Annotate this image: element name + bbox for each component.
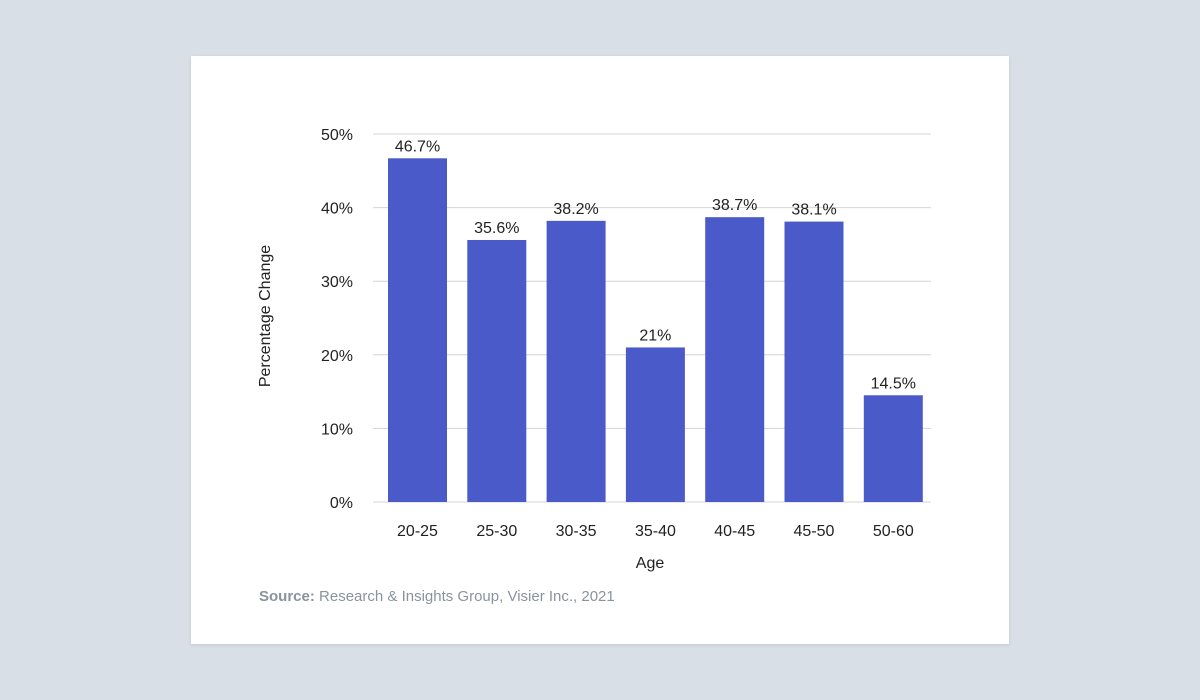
bar-25-30 <box>467 239 527 502</box>
bar-data-label: 38.7% <box>712 197 757 214</box>
source-text: Research & Insights Group, Visier Inc., … <box>319 588 615 605</box>
bar-40-45 <box>705 217 765 502</box>
source-prefix: Source: <box>259 588 315 605</box>
x-tick-label: 35-40 <box>635 523 676 540</box>
y-axis-ticks: 0% 10% 20% 30% 40% 50% <box>321 127 353 512</box>
bar-data-label: 38.2% <box>553 201 598 218</box>
y-tick-label: 10% <box>321 421 353 438</box>
source-note: Source: Research & Insights Group, Visie… <box>259 588 615 605</box>
y-tick-label: 30% <box>321 274 353 291</box>
x-tick-label: 20-25 <box>397 523 438 540</box>
y-tick-label: 50% <box>321 127 353 144</box>
bar-data-labels: 46.7% 35.6% 38.2% 21% 38.7% 38.1% 14.5% <box>395 138 916 392</box>
bars <box>388 158 923 503</box>
bar-45-50 <box>784 221 844 503</box>
x-tick-label: 50-60 <box>873 523 914 540</box>
x-axis-ticks: 20-25 25-30 30-35 35-40 40-45 45-50 50-60 <box>397 523 914 540</box>
x-tick-label: 40-45 <box>714 523 755 540</box>
bar-data-label: 35.6% <box>474 220 519 237</box>
chart-card: 0% 10% 20% 30% 40% 50% 46.7% 35.6% 38.2% 21% 38.7… <box>191 56 1009 644</box>
bar-50-60 <box>863 395 923 502</box>
bar-20-25 <box>388 158 447 502</box>
x-axis-title: Age <box>636 555 665 572</box>
bar-data-label: 46.7% <box>395 138 440 155</box>
bar-chart: 0% 10% 20% 30% 40% 50% 46.7% 35.6% 38.2% 21% 38.7… <box>257 127 931 572</box>
bar-35-40 <box>625 347 685 502</box>
y-tick-label: 40% <box>321 201 353 218</box>
y-tick-label: 0% <box>330 495 353 512</box>
y-tick-label: 20% <box>321 348 353 365</box>
y-axis-title: Percentage Change <box>257 245 274 387</box>
bar-30-35 <box>546 220 606 502</box>
bar-data-label: 14.5% <box>871 375 916 392</box>
bar-data-label: 21% <box>639 327 671 344</box>
bar-data-label: 38.1% <box>791 202 836 219</box>
x-tick-label: 25-30 <box>476 523 517 540</box>
x-tick-label: 45-50 <box>794 523 835 540</box>
x-tick-label: 30-35 <box>556 523 597 540</box>
